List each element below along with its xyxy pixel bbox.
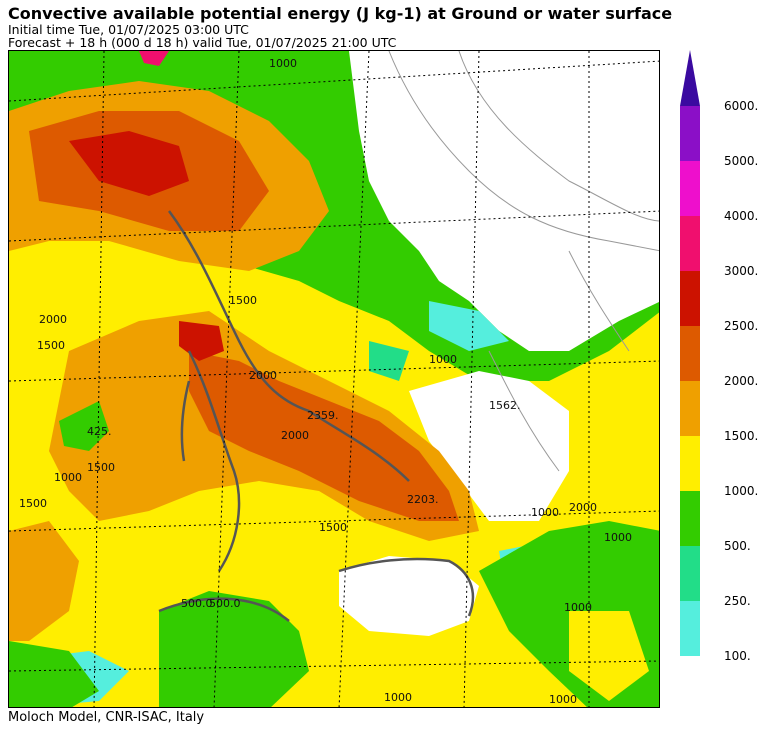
border-d bbox=[488, 350, 560, 472]
contour-label: 1000 bbox=[429, 353, 457, 366]
graticule-lat-2 bbox=[9, 210, 659, 242]
legend-swatch bbox=[680, 601, 700, 656]
region-500-1000-west bbox=[59, 401, 109, 451]
legend-label: 500. bbox=[724, 539, 751, 553]
chart-title: Convective available potential energy (J… bbox=[8, 4, 673, 23]
contour-label: 2000 bbox=[39, 313, 67, 326]
legend-swatch bbox=[680, 161, 700, 216]
graticule-lat-3 bbox=[9, 360, 659, 382]
contour-label: 1000 bbox=[269, 57, 297, 70]
contour-label: 1000 bbox=[604, 531, 632, 544]
region-below-100-balkans bbox=[409, 371, 569, 521]
contour-label: 1562. bbox=[489, 399, 521, 412]
borders bbox=[388, 51, 659, 472]
region-100-250-a bbox=[429, 301, 509, 351]
contour-label: 1500 bbox=[87, 461, 115, 474]
legend-swatch bbox=[680, 271, 700, 326]
contour-label: 2000 bbox=[249, 369, 277, 382]
contour-label: 1000 bbox=[564, 601, 592, 614]
contour-label: 1500 bbox=[37, 339, 65, 352]
legend-label: 4000. bbox=[724, 209, 759, 223]
legend-label: 5000. bbox=[724, 154, 759, 168]
contour-label: 2203. bbox=[407, 493, 439, 506]
contour-label: 2359. bbox=[307, 409, 339, 422]
contour-label: 500.0 bbox=[181, 597, 213, 610]
legend-swatch bbox=[680, 491, 700, 546]
forecast-valid-time: Forecast + 18 h (000 d 18 h) valid Tue, … bbox=[8, 35, 397, 50]
border-c bbox=[568, 250, 630, 352]
coast-africa bbox=[158, 597, 290, 622]
region-2000-2500-central bbox=[189, 351, 459, 521]
region-500-1000-southwest bbox=[9, 641, 99, 707]
contour-label: 500.0 bbox=[209, 597, 241, 610]
legend-label: 250. bbox=[724, 594, 751, 608]
cape-map: 1000 1500 2000 1500 425. 1000 1500 1500 … bbox=[8, 50, 660, 708]
coast-italy-tyrrhenian bbox=[187, 350, 241, 572]
contour-label: 1000 bbox=[531, 506, 559, 519]
graticule-lat-5 bbox=[9, 660, 659, 672]
graticule bbox=[9, 51, 659, 707]
cape-map-canvas: 1000 1500 2000 1500 425. 1000 1500 1500 … bbox=[9, 51, 659, 707]
legend-swatch bbox=[680, 326, 700, 381]
legend-label: 1500. bbox=[724, 429, 759, 443]
coast-corsica bbox=[180, 380, 191, 462]
border-b bbox=[458, 51, 659, 222]
legend-swatch bbox=[680, 106, 700, 161]
legend-arrow bbox=[680, 50, 700, 106]
graticule-lat-4 bbox=[9, 510, 659, 532]
region-500-1000-south bbox=[159, 591, 309, 707]
coast-greece bbox=[338, 557, 475, 617]
contour-label: 2000 bbox=[569, 501, 597, 514]
region-1500-2000-west bbox=[9, 521, 79, 641]
legend-label: 2000. bbox=[724, 374, 759, 388]
legend-label: 2500. bbox=[724, 319, 759, 333]
region-below-100-greece bbox=[339, 556, 479, 636]
legend-label: 1000. bbox=[724, 484, 759, 498]
contour-label: 1500 bbox=[319, 521, 347, 534]
legend-label: 6000. bbox=[724, 99, 759, 113]
legend-swatch bbox=[680, 381, 700, 436]
legend-bars bbox=[680, 50, 700, 656]
contour-label: 1500 bbox=[19, 497, 47, 510]
border-a bbox=[388, 51, 659, 252]
legend-label: 3000. bbox=[724, 264, 759, 278]
region-250-500 bbox=[369, 341, 409, 381]
legend-swatch bbox=[680, 216, 700, 271]
contour-labels: 1000 1500 2000 1500 425. 1000 1500 1500 … bbox=[19, 57, 632, 706]
contour-label: 425. bbox=[87, 425, 112, 438]
region-3000-4000 bbox=[139, 51, 169, 66]
coastlines bbox=[158, 210, 475, 622]
coast-italy-adriatic bbox=[167, 210, 410, 482]
legend-swatch bbox=[680, 436, 700, 491]
model-credit: Moloch Model, CNR-ISAC, Italy bbox=[8, 710, 205, 725]
graticule-lat-1 bbox=[9, 60, 659, 102]
legend-label: 100. bbox=[724, 649, 751, 663]
region-1000-1500-southeast bbox=[569, 611, 649, 701]
contour-label: 1000 bbox=[384, 691, 412, 704]
contour-label: 2000 bbox=[281, 429, 309, 442]
contour-label: 1000 bbox=[54, 471, 82, 484]
region-2500-3000-north bbox=[69, 131, 189, 196]
legend-swatch bbox=[680, 546, 700, 601]
initial-time: Initial time Tue, 01/07/2025 03:00 UTC bbox=[8, 22, 249, 37]
contour-label: 1500 bbox=[229, 294, 257, 307]
contour-label: 1000 bbox=[549, 693, 577, 706]
color-scale-legend bbox=[680, 50, 700, 656]
